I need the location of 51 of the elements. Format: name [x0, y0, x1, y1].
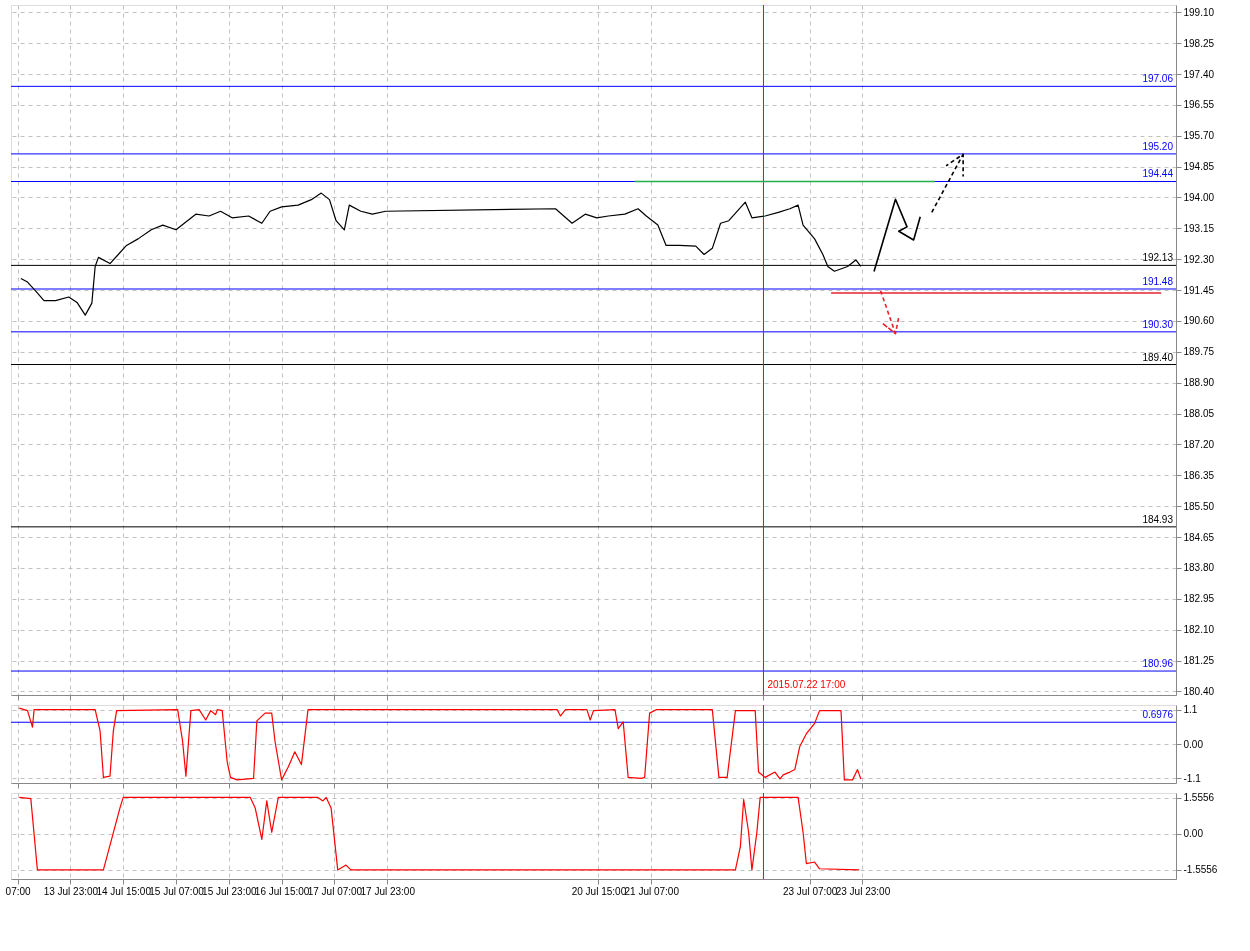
y-tick-label: 198.25 — [1183, 37, 1215, 49]
x-tick-label: 15 Jul 23:00 — [202, 885, 257, 897]
ref-line-label: 192.13 — [1142, 252, 1174, 264]
y-tick-label: 0.00 — [1183, 738, 1204, 750]
ref-line-label: 197.06 — [1142, 73, 1174, 85]
x-tick-label: 16 Jul 15:00 — [254, 885, 310, 897]
ref-line-label: 194.44 — [1142, 168, 1174, 180]
y-tick-label: 185.50 — [1183, 500, 1215, 512]
y-tick-label: -1.5556 — [1183, 864, 1218, 876]
x-tick-label: 14 Jul 15:00 — [96, 885, 152, 897]
y-tick-label: 182.95 — [1183, 593, 1215, 605]
x-tick-label: 20 Jul 15:00 — [571, 885, 627, 897]
ref-line-label: 184.93 — [1142, 513, 1174, 525]
y-tick-label: 192.30 — [1183, 253, 1215, 265]
y-tick-label: 181.25 — [1183, 655, 1215, 666]
x-tick-label: 17 Jul 23:00 — [360, 885, 416, 897]
y-tick-label: 184.65 — [1183, 531, 1215, 543]
x-tick-label: 17 Jul 07:00 — [307, 885, 363, 897]
y-tick-label: 191.45 — [1183, 284, 1215, 296]
y-tick-label: 188.90 — [1183, 377, 1215, 389]
y-tick-label: 197.40 — [1183, 68, 1215, 80]
y-tick-label: 196.55 — [1183, 99, 1215, 111]
y-tick-label: 187.20 — [1183, 438, 1215, 450]
y-tick-label: 0.00 — [1183, 828, 1204, 840]
ref-line-label: 191.48 — [1142, 275, 1174, 287]
y-tick-label: 195.70 — [1183, 130, 1215, 142]
x-tick-label: 21 Jul 07:00 — [624, 885, 680, 897]
y-tick-label: 186.35 — [1183, 469, 1215, 481]
y-tick-label: 190.60 — [1183, 315, 1215, 327]
ref-line-label: 2015.07.22 17:00 — [767, 679, 846, 690]
x-tick-label: 07:00 — [5, 885, 32, 897]
ref-line-label: 190.30 — [1142, 318, 1174, 330]
y-tick-label: 189.75 — [1183, 346, 1215, 358]
y-tick-label: 199.10 — [1183, 6, 1215, 18]
ref-line-label: 189.40 — [1142, 351, 1174, 363]
y-tick-label: 1.1 — [1183, 704, 1198, 716]
y-tick-label: 193.15 — [1183, 222, 1215, 234]
ref-line-label: 195.20 — [1142, 140, 1174, 152]
y-tick-label: 194.00 — [1183, 191, 1215, 203]
y-tick-label: 1.5556 — [1183, 792, 1215, 804]
x-tick-label: 13 Jul 23:00 — [43, 885, 99, 897]
y-tick-label: 188.05 — [1183, 408, 1215, 420]
ref-line-label: 0.6976 — [1142, 709, 1174, 721]
y-tick-label: 194.85 — [1183, 161, 1215, 173]
ref-line-label: 180.96 — [1142, 658, 1174, 670]
y-tick-label: 180.40 — [1183, 685, 1215, 697]
x-tick-label: 23 Jul 07:00 — [782, 885, 838, 897]
y-tick-label: 183.80 — [1183, 562, 1215, 574]
y-tick-label: 182.10 — [1183, 624, 1215, 636]
y-tick-label: -1.1 — [1183, 772, 1202, 784]
x-tick-label: 23 Jul 23:00 — [835, 885, 891, 897]
